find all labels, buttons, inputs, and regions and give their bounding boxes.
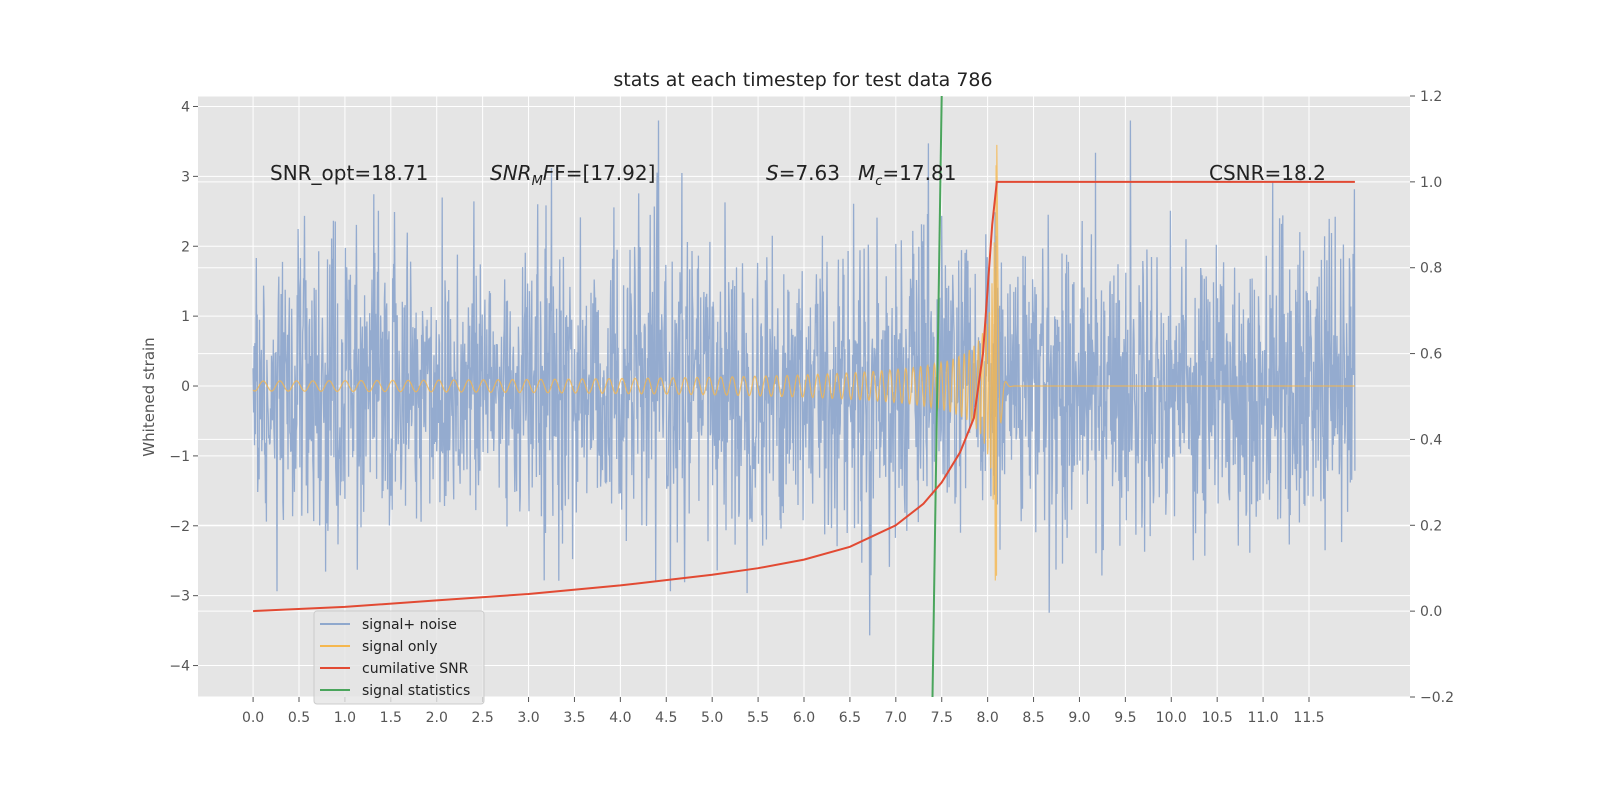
legend-item-signal-only: signal only xyxy=(320,639,437,655)
y2-tick-label: 0.0 xyxy=(1420,604,1442,620)
annotation-mc-value: =17.81 xyxy=(882,161,956,185)
legend-label-signal-statistics: signal statistics xyxy=(362,683,470,699)
x-tick-label: 3.5 xyxy=(563,710,585,726)
svg-text:SNRMFF=[17.92]: SNRMFF=[17.92] xyxy=(490,161,655,189)
line-signal-statistics xyxy=(931,95,943,698)
x-tick-label: 9.5 xyxy=(1114,710,1136,726)
y-tick-label: 4 xyxy=(181,99,190,115)
x-tick-label: 8.5 xyxy=(1022,710,1044,726)
x-tick-label: 7.5 xyxy=(931,710,953,726)
legend: signal+ noise signal only cumilative SNR… xyxy=(313,610,485,705)
x-tick-label: 6.0 xyxy=(793,710,815,726)
series-cumulative-snr xyxy=(253,180,1355,613)
legend-label-signal-only: signal only xyxy=(362,639,437,655)
y2-tick-label: 0.8 xyxy=(1420,261,1442,277)
x-tick-label: 0.5 xyxy=(288,710,310,726)
y-tick-label: 2 xyxy=(181,239,190,255)
y2-tick-label: 1.0 xyxy=(1420,175,1442,191)
x-tick-label: 11.5 xyxy=(1293,710,1324,726)
x-tick-label: 5.5 xyxy=(747,710,769,726)
line-cumulative-snr xyxy=(253,180,1355,613)
y-tick-label: −4 xyxy=(169,659,190,675)
annotation-s: S=7.63 xyxy=(766,161,840,185)
x-tick-label: 10.0 xyxy=(1156,710,1187,726)
legend-box xyxy=(313,610,485,705)
y-tick-label: −1 xyxy=(169,449,190,465)
series-signal-noise xyxy=(252,120,1356,636)
y-tick-label: 3 xyxy=(181,169,190,185)
legend-item-signal-noise: signal+ noise xyxy=(320,617,457,633)
x-tick-label: 2.5 xyxy=(472,710,494,726)
y-tick-label: 0 xyxy=(181,379,190,395)
svg-text:S=7.63: S=7.63 xyxy=(766,161,840,185)
y2-tick-label: 1.2 xyxy=(1420,89,1442,105)
line-signal-noise xyxy=(252,120,1356,636)
x-tick-label: 9.0 xyxy=(1068,710,1090,726)
x-tick-label: 5.0 xyxy=(701,710,723,726)
x-tick-label: 10.5 xyxy=(1202,710,1233,726)
annotation-snr-mf-value: F=[17.92] xyxy=(554,161,655,185)
y2-tick-label: −0.2 xyxy=(1420,690,1454,706)
annotation-s-value: =7.63 xyxy=(779,161,840,185)
y2-tick-label: 0.4 xyxy=(1420,432,1442,448)
axes: 0.0 0.5 1.0 1.5 2.0 2.5 3.0 3.5 4.0 4.5 5.0 5.5 6.0 6… xyxy=(169,89,1454,726)
y2-tick-label: 0.6 xyxy=(1420,347,1442,363)
y-axis-label: Whitened strain xyxy=(140,337,158,456)
x-tick-label: 0.0 xyxy=(242,710,264,726)
x-tick-label: 3.0 xyxy=(517,710,539,726)
series-signal-only xyxy=(252,144,1355,581)
legend-item-signal-statistics: signal statistics xyxy=(320,683,470,699)
y-tick-label: −2 xyxy=(169,519,190,535)
annotation-csnr: CSNR=18.2 xyxy=(1209,161,1326,185)
y2-tick-label: 0.2 xyxy=(1420,518,1442,534)
x-tick-label: 2.0 xyxy=(426,710,448,726)
x-tick-label: 11.0 xyxy=(1248,710,1279,726)
x-tick-label: 7.0 xyxy=(885,710,907,726)
x-tick-label: 4.0 xyxy=(609,710,631,726)
x-tick-label: 6.5 xyxy=(839,710,861,726)
legend-label-signal-noise: signal+ noise xyxy=(362,617,457,633)
annotation-mc: Mc=17.81 xyxy=(858,161,956,189)
legend-item-cumulative-snr: cumilative SNR xyxy=(320,661,469,677)
chart-title: stats at each timestep for test data 786 xyxy=(613,69,992,91)
legend-label-cumulative-snr: cumilative SNR xyxy=(362,661,469,677)
svg-text:Mc=17.81: Mc=17.81 xyxy=(858,161,956,189)
y-tick-label: −3 xyxy=(169,589,190,605)
y-tick-label: 1 xyxy=(181,309,190,325)
x-tick-label: 4.5 xyxy=(655,710,677,726)
annotation-snr-mf: SNRMFF=[17.92] xyxy=(490,161,655,189)
annotation-snr-opt: SNR_opt=18.71 xyxy=(270,161,428,185)
x-tick-label: 1.0 xyxy=(334,710,356,726)
x-tick-label: 1.5 xyxy=(380,710,402,726)
x-tick-label: 8.0 xyxy=(977,710,999,726)
series-signal-statistics xyxy=(931,95,943,698)
line-signal-only xyxy=(252,144,1355,581)
